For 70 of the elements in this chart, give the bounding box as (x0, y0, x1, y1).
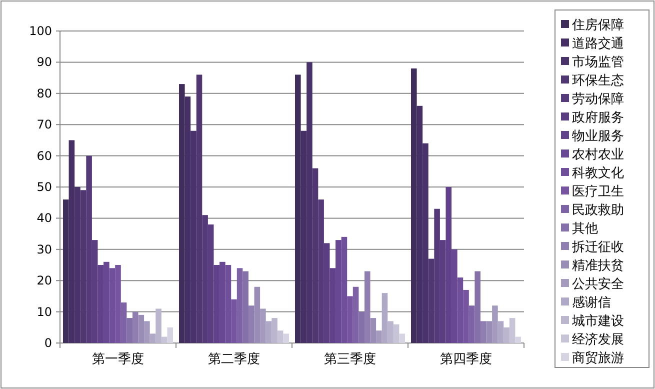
y-tick-label: 100 (29, 24, 52, 38)
bar (156, 308, 162, 343)
legend-label: 商贸旅游 (572, 351, 624, 366)
y-tick-label: 60 (36, 148, 52, 163)
legend-label: 劳动保障 (572, 92, 624, 107)
bar (272, 318, 278, 343)
y-tick-label: 90 (36, 55, 52, 70)
bar (277, 330, 284, 343)
y-tick-label: 80 (36, 86, 52, 100)
bar (376, 330, 382, 343)
x-tick-label: 第二季度 (208, 351, 260, 367)
bar (388, 321, 394, 343)
bar (126, 318, 132, 343)
bar (468, 306, 475, 343)
y-tick-label: 70 (36, 118, 52, 132)
bar (498, 321, 504, 343)
bar (474, 271, 480, 343)
bar (352, 286, 359, 343)
x-tick-label: 第四季度 (440, 351, 492, 367)
legend-label: 科教文化 (572, 166, 624, 181)
bar (266, 321, 272, 343)
bar (509, 318, 516, 343)
legend-label: 感谢信 (572, 296, 611, 310)
x-tick-label: 第一季度 (92, 351, 144, 367)
legend-label: 拆迁征收 (571, 240, 624, 255)
bar (167, 327, 173, 343)
bar (486, 321, 492, 343)
y-tick-label: 50 (36, 180, 52, 194)
y-tick-label: 30 (36, 242, 52, 256)
x-tick-label: 第三季度 (324, 351, 376, 367)
legend-label: 城市建设 (571, 314, 624, 329)
bar (382, 293, 388, 343)
y-tick-label: 40 (36, 211, 52, 226)
bar (504, 327, 510, 343)
bar (492, 306, 498, 343)
legend-label: 其他 (572, 222, 598, 236)
bar (120, 302, 127, 343)
legend-label: 道路交通 (572, 36, 624, 52)
bar (144, 321, 150, 343)
bar (393, 324, 400, 343)
bar (138, 314, 144, 343)
legend-label: 精准扶贫 (572, 258, 624, 274)
bar (358, 312, 364, 343)
legend-label: 民政救助 (572, 203, 624, 218)
bar (515, 336, 521, 343)
bar (132, 312, 138, 343)
legend-label: 物业服务 (572, 129, 624, 144)
bar (161, 336, 168, 343)
bar (480, 321, 486, 343)
legend-label: 经济发展 (572, 332, 624, 348)
legend-label: 环保生态 (572, 74, 624, 88)
bar (260, 308, 266, 343)
bar (150, 334, 156, 343)
bar (254, 286, 260, 343)
legend-label: 住房保障 (571, 17, 624, 33)
y-tick-label: 20 (36, 274, 52, 288)
bar (248, 306, 254, 343)
legend-label: 医疗卫生 (572, 184, 624, 200)
legend-label: 政府服务 (572, 110, 624, 126)
bar (364, 271, 370, 343)
bar (283, 334, 289, 343)
bar (242, 271, 248, 343)
bar (236, 268, 243, 343)
legend-label: 市场监管 (572, 55, 624, 70)
y-tick-label: 10 (36, 304, 52, 319)
legend-label: 农村农业 (572, 148, 624, 162)
bar (370, 318, 376, 343)
legend-label: 公共安全 (572, 276, 624, 292)
y-tick-label: 0 (44, 336, 52, 350)
bar (399, 334, 405, 343)
